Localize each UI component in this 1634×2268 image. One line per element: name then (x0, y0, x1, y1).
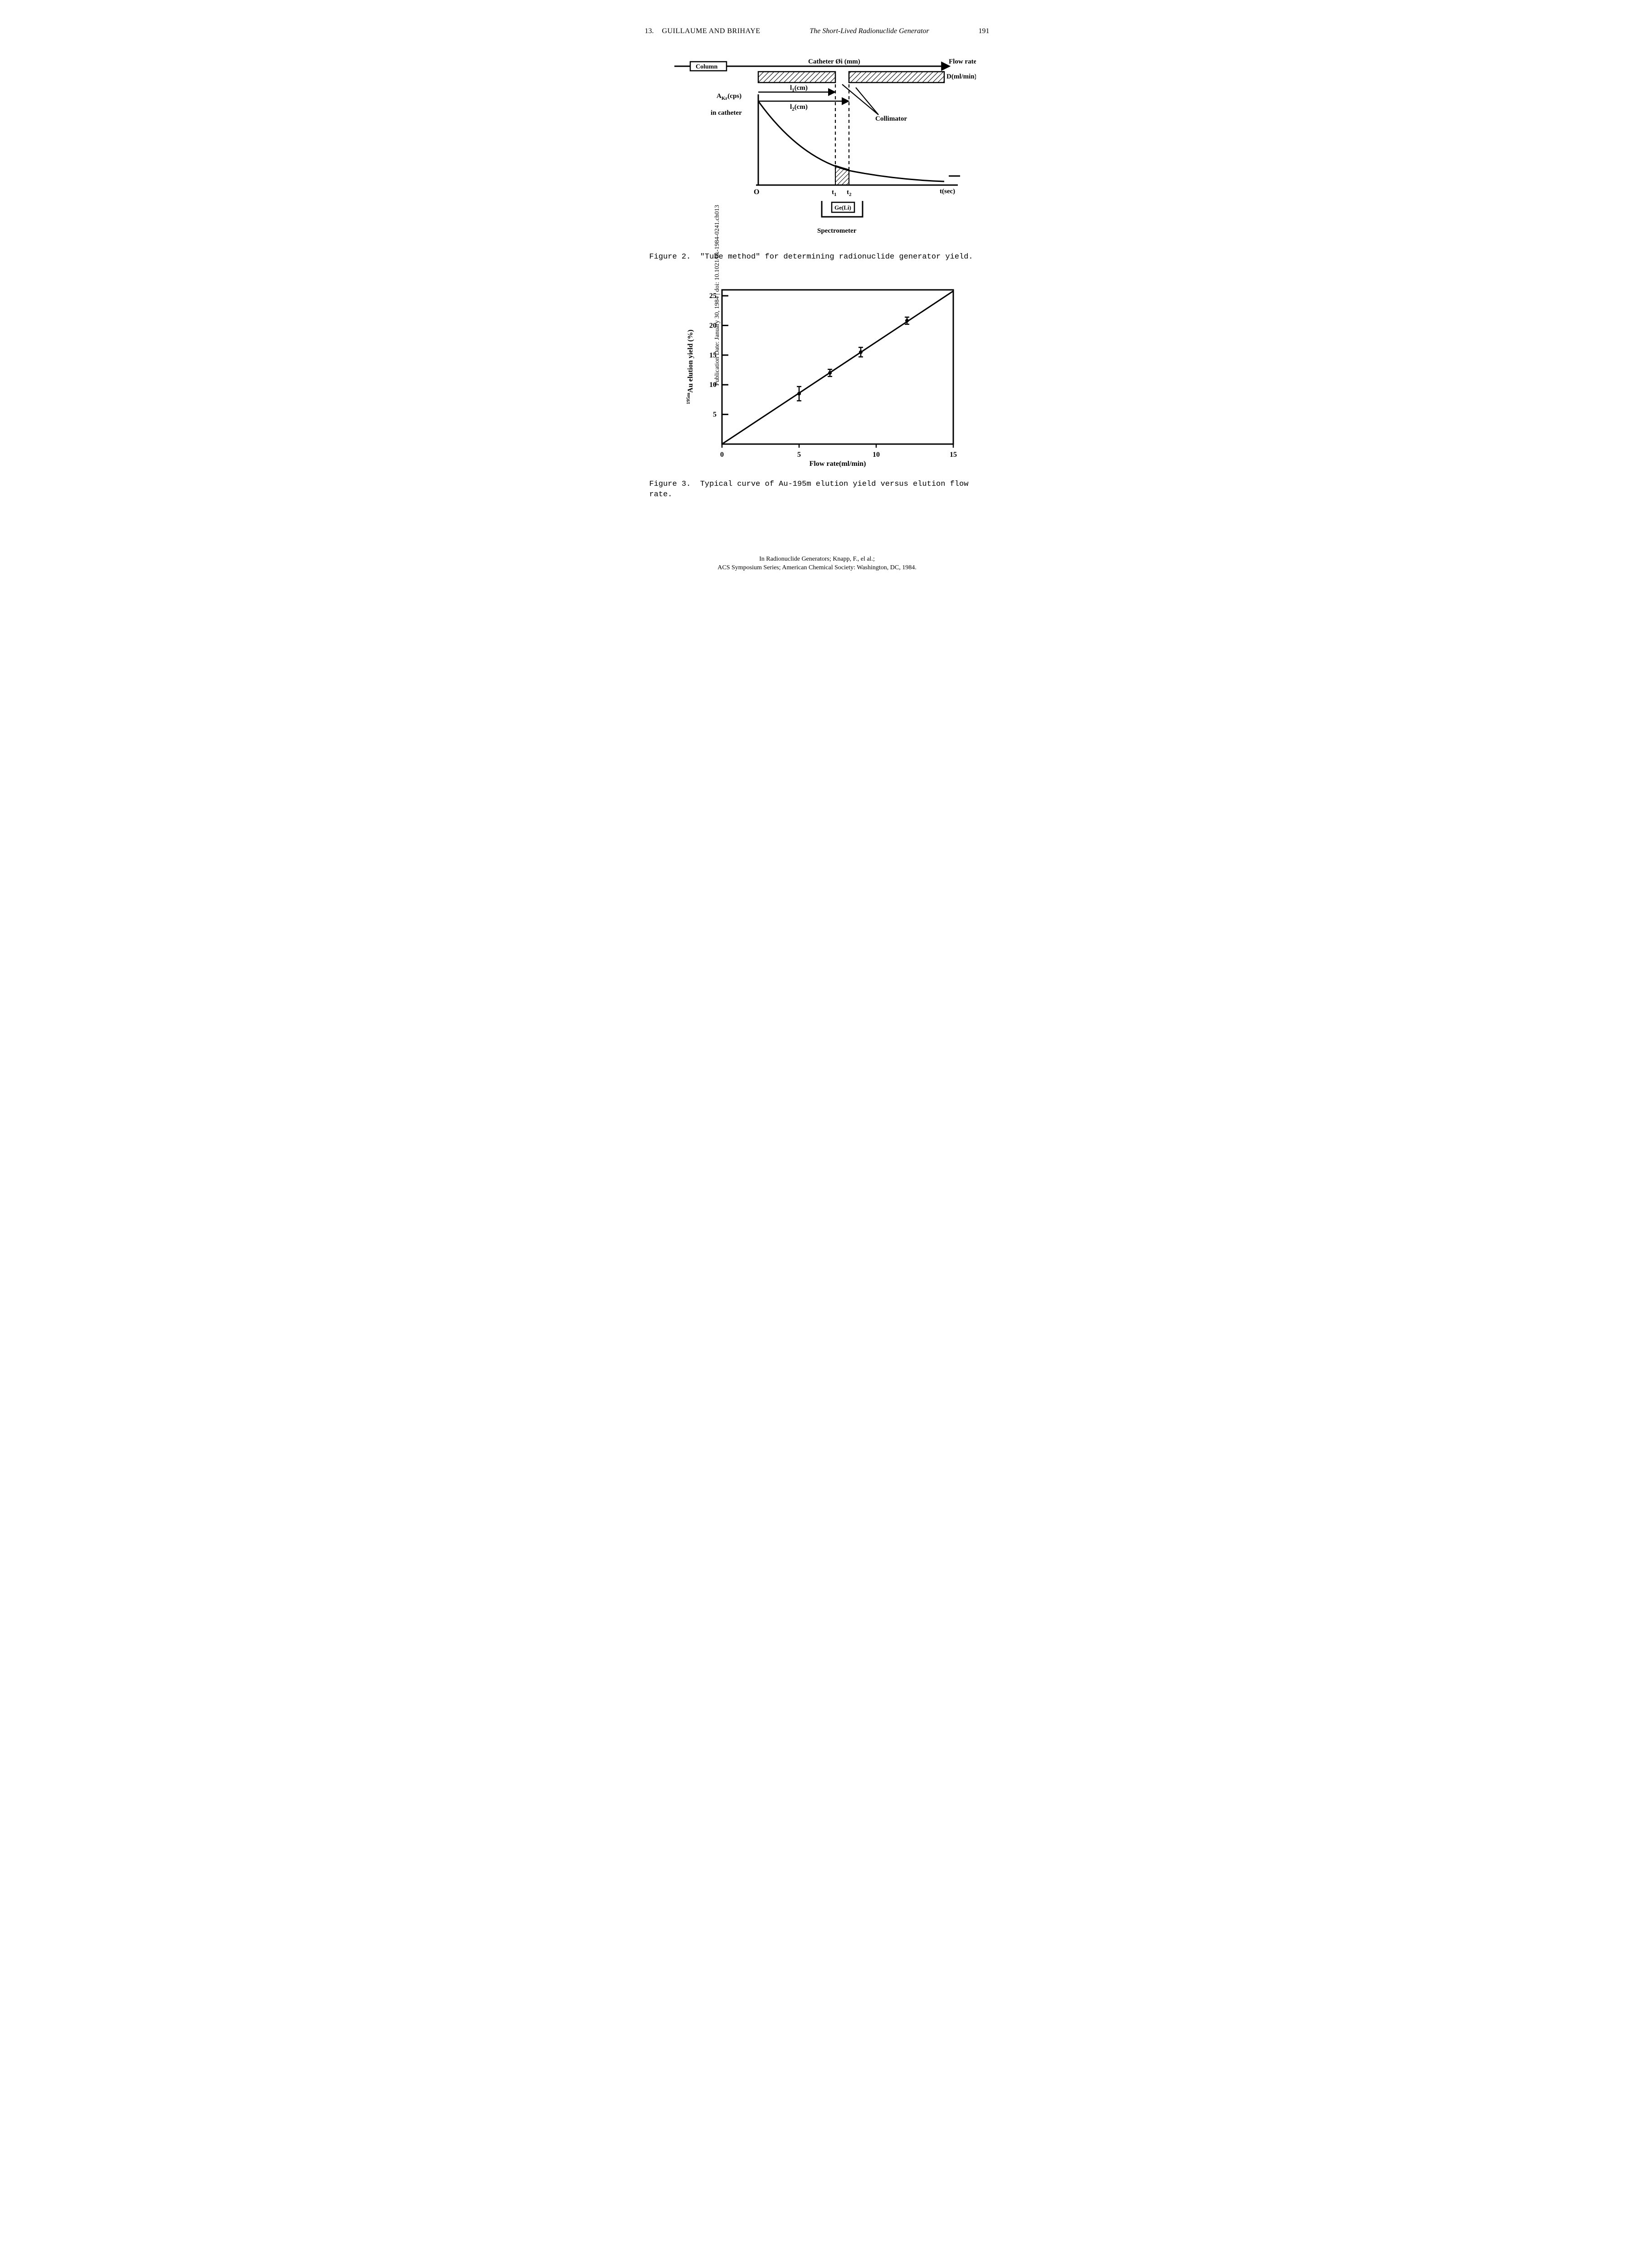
xtick-label: 15 (950, 451, 957, 459)
xtick-label: 0 (720, 451, 724, 459)
header-left: 13. GUILLAUME AND BRIHAYE (645, 27, 761, 35)
l2-label: l2(cm) (790, 103, 808, 112)
figure-3: 051015 510152025 Flow rate(ml/min) 195mA… (645, 281, 990, 500)
in-catheter-label: in catheter (711, 109, 742, 117)
geli-label: Ge(Li) (834, 204, 851, 211)
spectrometer-label: Spectrometer (817, 227, 857, 235)
figure-2-diagram: Flow rate Column Catheter Øi (mm) D(ml/m… (658, 54, 976, 244)
figure-3-caption: Figure 3. Typical curve of Au-195m eluti… (649, 479, 976, 500)
footer-line-1: In Radionuclide Generators; Knapp, F., e… (645, 555, 990, 564)
figure-2: Flow rate Column Catheter Øi (mm) D(ml/m… (645, 54, 990, 263)
page: 13. GUILLAUME AND BRIHAYE The Short-Live… (613, 0, 1021, 591)
authors: GUILLAUME AND BRIHAYE (662, 27, 761, 35)
figure-3-ylabel: 195mAu elution yield (%) (686, 330, 694, 405)
footer: In Radionuclide Generators; Knapp, F., e… (645, 555, 990, 572)
chapter-number: 13. (645, 27, 654, 35)
figure-3-caption-text: Typical curve of Au-195m elution yield v… (649, 480, 969, 499)
figure-2-caption-label: Figure 2. (649, 253, 691, 261)
running-header: 13. GUILLAUME AND BRIHAYE The Short-Live… (645, 27, 990, 35)
page-number: 191 (979, 27, 990, 35)
figure-3-caption-label: Figure 3. (649, 480, 691, 489)
column-label: Column (696, 64, 717, 70)
xtick-label: 10 (873, 451, 880, 459)
origin-label: O (754, 188, 759, 196)
footer-line-2: ACS Symposium Series; American Chemical … (645, 563, 990, 572)
data-point (859, 350, 863, 354)
catheter-label: Catheter Øi (mm) (808, 58, 860, 65)
data-point (905, 319, 909, 323)
xtick-label: 5 (797, 451, 801, 459)
data-point (828, 371, 832, 375)
d-units-label: D(ml/min) (946, 73, 976, 80)
publication-sidebar: Publication Date: January 30, 1984 | doi… (714, 182, 721, 409)
data-point (797, 392, 801, 396)
t-axis-label: t(sec) (940, 188, 955, 195)
t2-tick: t2 (847, 189, 852, 197)
running-title: The Short-Lived Radionuclide Generator (810, 27, 929, 35)
figure-2-caption: Figure 2. "Tube method" for determining … (649, 252, 976, 263)
ytick-label: 5 (713, 411, 717, 419)
figure-2-caption-text: "Tube method" for determining radionucli… (700, 253, 973, 261)
collimator-label: Collimator (875, 115, 907, 122)
akr-label: AKr(cps) (717, 93, 741, 101)
flowrate-label: Flow rate (949, 58, 976, 65)
t1-tick: t1 (832, 189, 837, 197)
figure-3-xlabel: Flow rate(ml/min) (809, 460, 866, 468)
